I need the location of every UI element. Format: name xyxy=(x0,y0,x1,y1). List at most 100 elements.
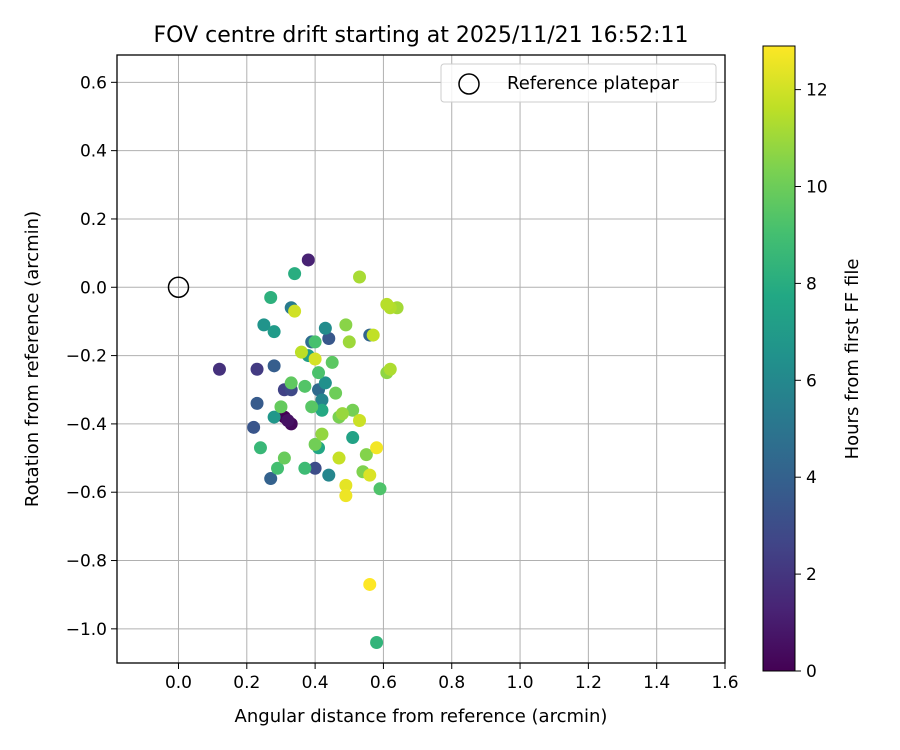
grid-lines xyxy=(117,55,726,663)
data-point xyxy=(332,451,346,465)
data-point xyxy=(318,321,332,335)
data-point xyxy=(380,297,394,311)
x-tick-label: 1.2 xyxy=(575,673,602,693)
x-tick-label: 1.4 xyxy=(643,673,670,693)
data-point xyxy=(274,400,288,414)
legend-entry-reference: Reference platepar xyxy=(507,73,679,94)
y-tick-label: −0.4 xyxy=(66,415,107,435)
colorbar-tick-label: 8 xyxy=(806,274,817,294)
colorbar-label: Hours from first FF file xyxy=(842,259,863,460)
legend: Reference platepar xyxy=(440,63,717,103)
data-point xyxy=(288,267,302,281)
data-point xyxy=(383,362,397,376)
data-point xyxy=(353,270,367,284)
data-point xyxy=(253,441,267,455)
data-point xyxy=(342,335,356,349)
colorbar: 0 2 4 6 8 10 12 Hours from first FF file xyxy=(762,45,863,682)
data-point xyxy=(288,304,302,318)
data-point xyxy=(359,448,373,462)
data-point xyxy=(250,396,264,410)
data-point xyxy=(370,441,384,455)
data-point xyxy=(212,362,226,376)
data-point xyxy=(373,482,387,496)
data-point xyxy=(281,413,295,427)
x-tick-label: 0.2 xyxy=(233,673,260,693)
y-tick-label: −0.2 xyxy=(66,347,107,367)
y-axis-ticks: 0.6 0.4 0.2 0.0 −0.2 −0.4 −0.6 −0.8 −1.0 xyxy=(66,73,117,640)
y-tick-label: 0.4 xyxy=(80,142,107,162)
data-point xyxy=(277,451,291,465)
data-point xyxy=(346,431,360,445)
data-point xyxy=(318,376,332,390)
legend-box xyxy=(440,63,717,103)
data-point xyxy=(312,366,326,380)
data-point xyxy=(366,328,380,342)
data-point xyxy=(325,355,339,369)
data-point xyxy=(329,386,343,400)
colorbar-ticks: 0 2 4 6 8 10 12 xyxy=(795,81,828,682)
colorbar-tick-label: 6 xyxy=(806,371,817,391)
data-point xyxy=(271,461,285,475)
x-tick-label: 0.8 xyxy=(438,673,465,693)
x-tick-label: 0.4 xyxy=(302,673,329,693)
data-point xyxy=(353,413,367,427)
data-point xyxy=(264,291,278,305)
reference-platepar-marker xyxy=(167,276,190,299)
legend-reference-marker xyxy=(458,73,480,95)
plot-frame xyxy=(116,54,726,664)
data-point xyxy=(339,489,353,503)
data-point xyxy=(322,468,336,482)
data-points xyxy=(212,253,404,650)
data-point xyxy=(363,468,377,482)
reference-marker xyxy=(167,276,190,299)
colorbar-tick-label: 0 xyxy=(806,662,817,682)
x-axis-ticks: 0.0 0.2 0.4 0.6 0.8 1.0 1.2 1.4 1.6 xyxy=(165,663,739,693)
data-point xyxy=(305,400,319,414)
data-point xyxy=(339,478,353,492)
y-tick-label: 0.6 xyxy=(80,73,107,93)
y-tick-label: −0.6 xyxy=(66,483,107,503)
x-tick-label: 0.0 xyxy=(165,673,192,693)
data-point xyxy=(301,253,315,267)
data-point xyxy=(308,352,322,366)
data-point xyxy=(264,472,278,486)
data-point xyxy=(308,437,322,451)
data-point xyxy=(267,410,281,424)
x-tick-label: 1.0 xyxy=(507,673,534,693)
y-tick-label: 0.2 xyxy=(80,210,107,230)
x-axis-label: Angular distance from reference (arcmin) xyxy=(235,706,608,727)
data-point xyxy=(315,393,329,407)
colorbar-gradient xyxy=(762,45,796,672)
x-tick-label: 0.6 xyxy=(370,673,397,693)
data-point xyxy=(247,420,261,434)
colorbar-tick-label: 4 xyxy=(806,468,817,488)
colorbar-tick-label: 2 xyxy=(806,565,817,585)
data-point xyxy=(315,427,329,441)
y-tick-label: −0.8 xyxy=(66,552,107,572)
data-point xyxy=(308,461,322,475)
data-point xyxy=(346,403,360,417)
colorbar-tick-label: 12 xyxy=(806,81,828,101)
data-point xyxy=(339,318,353,332)
data-point xyxy=(294,345,308,359)
data-point xyxy=(363,577,377,591)
data-point xyxy=(267,359,281,373)
data-point xyxy=(298,461,312,475)
data-point xyxy=(322,332,336,346)
y-tick-label: 0.0 xyxy=(80,278,107,298)
data-point xyxy=(298,379,312,393)
data-point xyxy=(257,318,271,332)
x-tick-label: 1.6 xyxy=(711,673,738,693)
y-tick-label: −1.0 xyxy=(66,620,107,640)
colorbar-tick-label: 10 xyxy=(806,178,828,198)
data-point xyxy=(267,325,281,339)
data-point xyxy=(250,362,264,376)
chart-title: FOV centre drift starting at 2025/11/21 … xyxy=(154,23,689,48)
data-point xyxy=(315,403,329,417)
data-point xyxy=(335,407,349,421)
data-point xyxy=(284,376,298,390)
data-point xyxy=(308,335,322,349)
data-point xyxy=(370,636,384,650)
y-axis-label: Rotation from reference (arcmin) xyxy=(22,211,43,507)
